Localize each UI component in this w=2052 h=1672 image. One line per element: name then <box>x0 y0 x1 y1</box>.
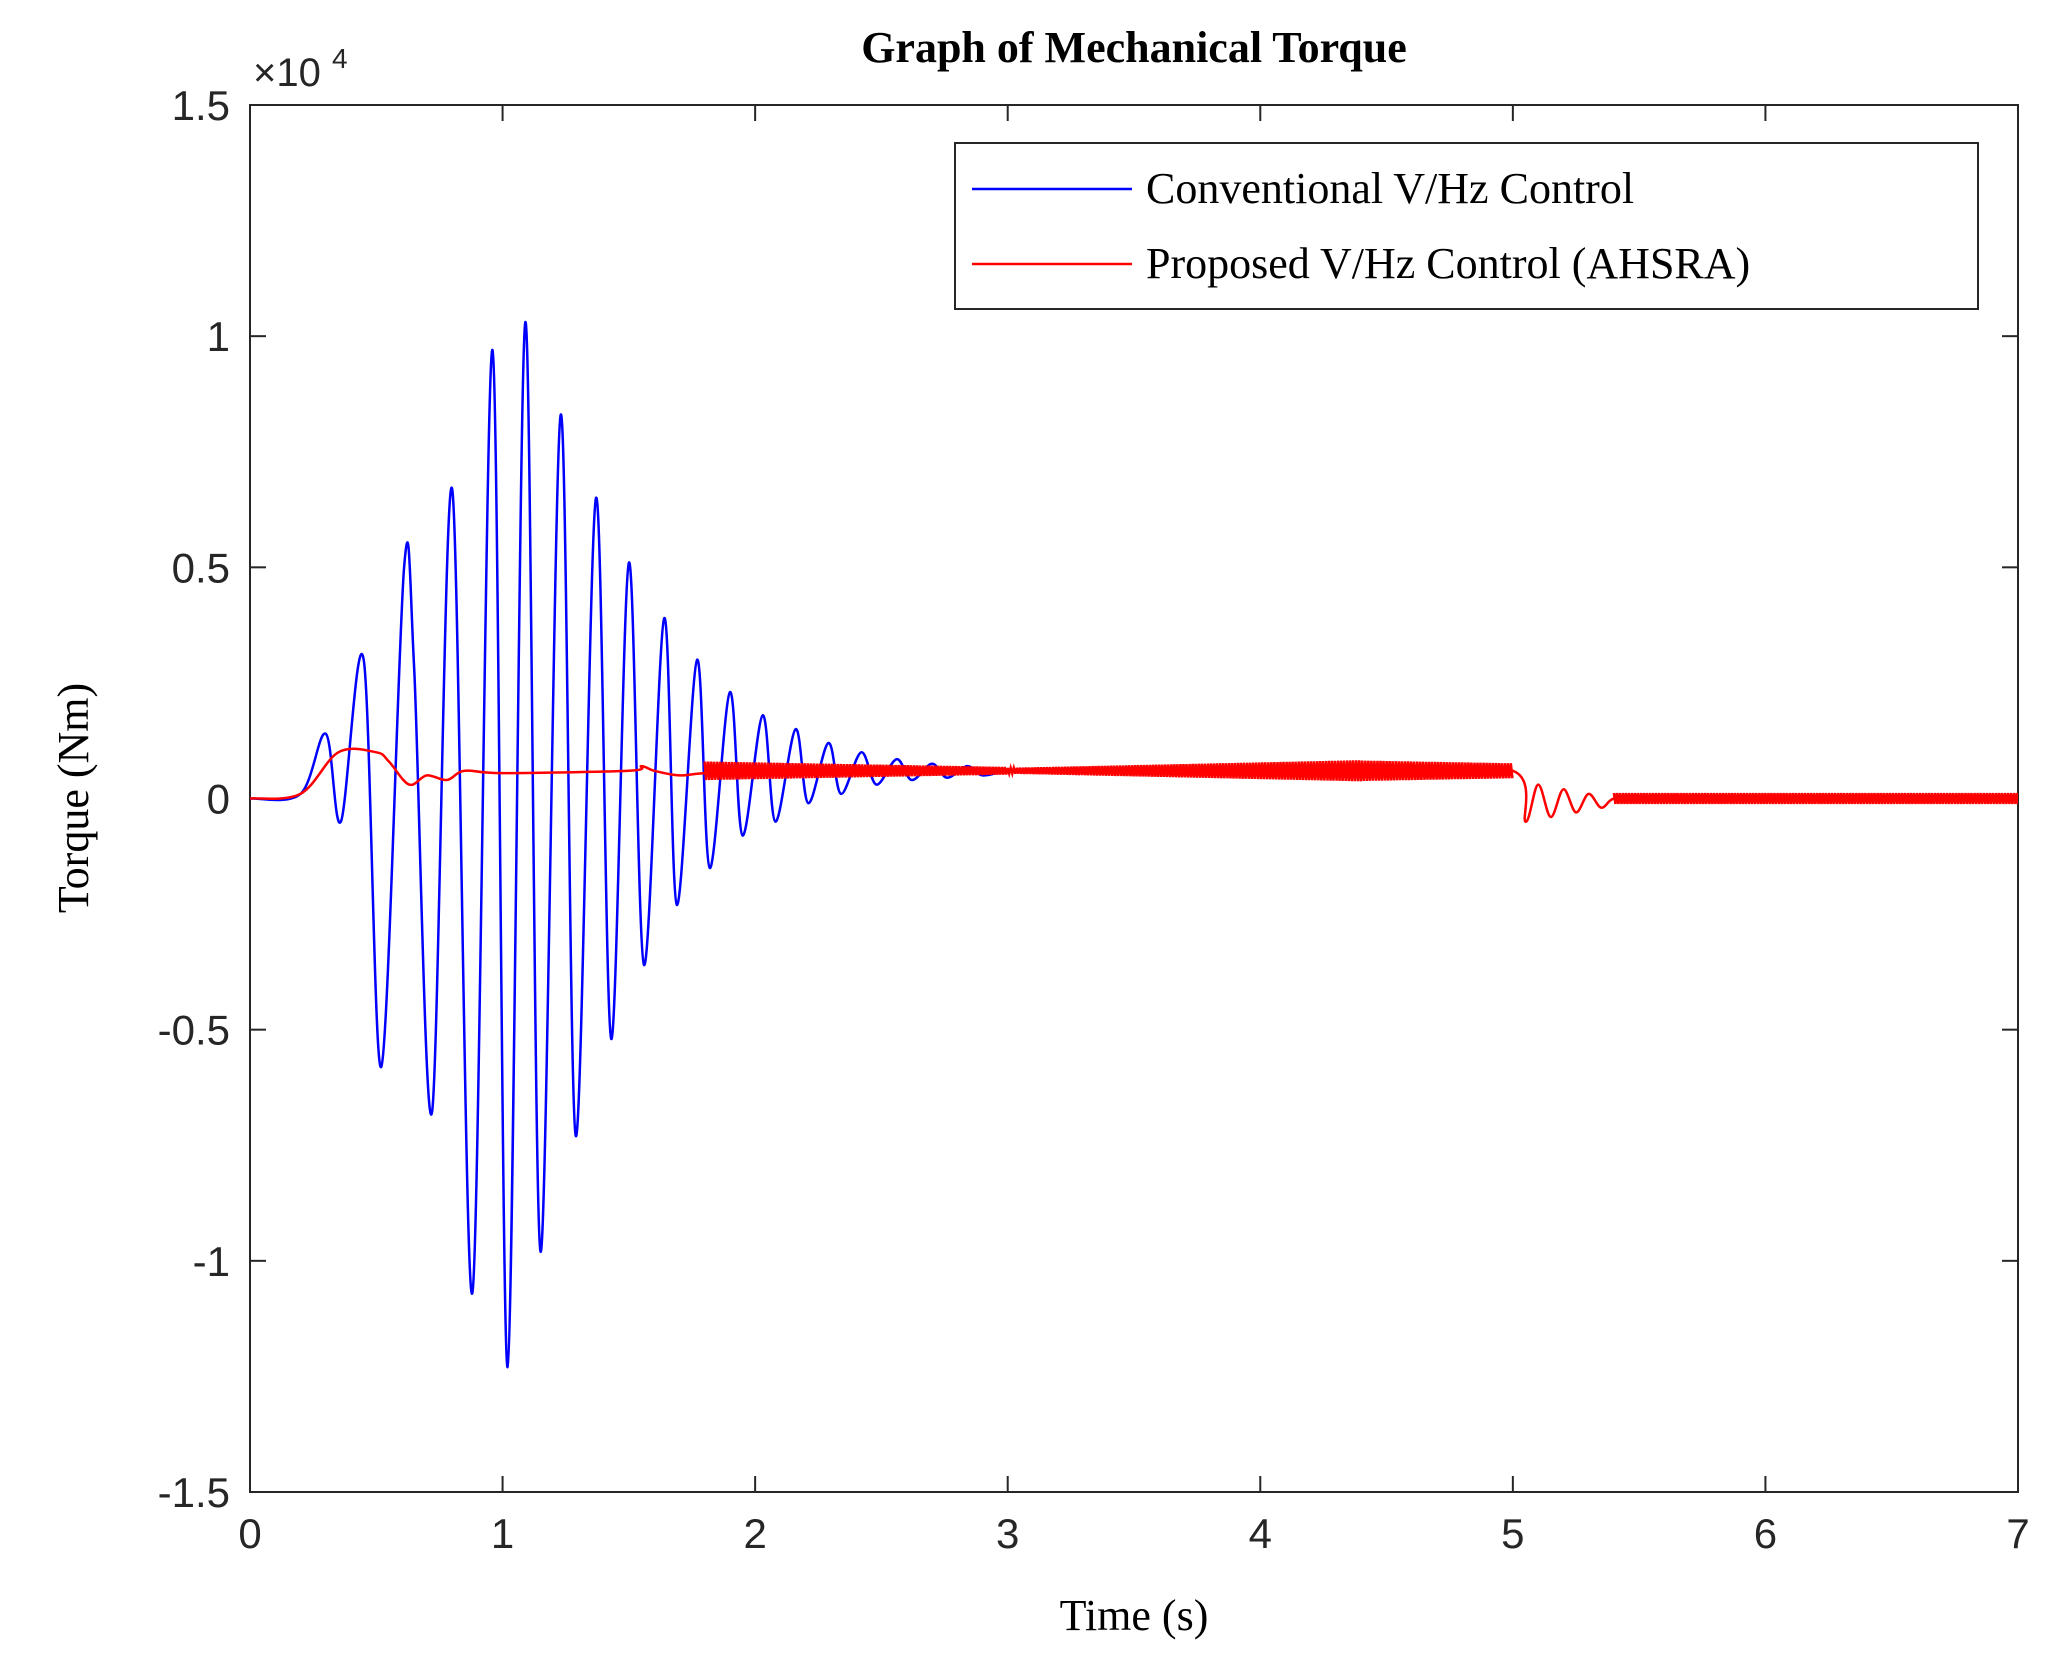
x-tick-label: 2 <box>743 1510 766 1557</box>
x-tick-label: 0 <box>238 1510 261 1557</box>
x-axis-ticks: 0 1 2 3 4 5 6 7 <box>238 105 2030 1557</box>
x-axis-label: Time (s) <box>1060 1591 1209 1640</box>
y-tick-label: -0.5 <box>158 1007 230 1054</box>
x-tick-label: 1 <box>491 1510 514 1557</box>
y-multiplier-exponent: 4 <box>332 43 348 74</box>
y-tick-label: -1.5 <box>158 1469 230 1516</box>
y-tick-label: 0 <box>207 776 230 823</box>
x-tick-label: 6 <box>1754 1510 1777 1557</box>
y-tick-label: 1 <box>207 313 230 360</box>
y-axis-ticks: -1.5 -1 -0.5 0 0.5 1 1.5 <box>158 82 2018 1516</box>
x-tick-label: 3 <box>996 1510 1019 1557</box>
x-tick-label: 4 <box>1249 1510 1272 1557</box>
legend-label-conventional: Conventional V/Hz Control <box>1146 164 1634 213</box>
y-tick-label: 1.5 <box>172 82 230 129</box>
y-tick-label: 0.5 <box>172 544 230 591</box>
series-layer <box>250 320 2018 1369</box>
legend-box <box>954 142 1979 310</box>
y-tick-label: -1 <box>193 1238 230 1285</box>
chart-title: Graph of Mechanical Torque <box>861 23 1407 72</box>
y-axis-multiplier: ×10 4 <box>253 43 348 95</box>
legend: Conventional V/Hz Control Proposed V/Hz … <box>954 142 1979 310</box>
legend-label-proposed: Proposed V/Hz Control (AHSRA) <box>1146 239 1750 288</box>
y-multiplier-base: ×10 <box>253 51 321 95</box>
x-tick-label: 7 <box>2006 1510 2029 1557</box>
x-tick-label: 5 <box>1501 1510 1524 1557</box>
proposed-ripple-band <box>703 760 1514 782</box>
series-line-conventional <box>250 320 1034 1369</box>
proposed-ripple-band-post-step <box>1612 792 2018 805</box>
y-axis-label: Torque (Nm) <box>49 683 98 913</box>
